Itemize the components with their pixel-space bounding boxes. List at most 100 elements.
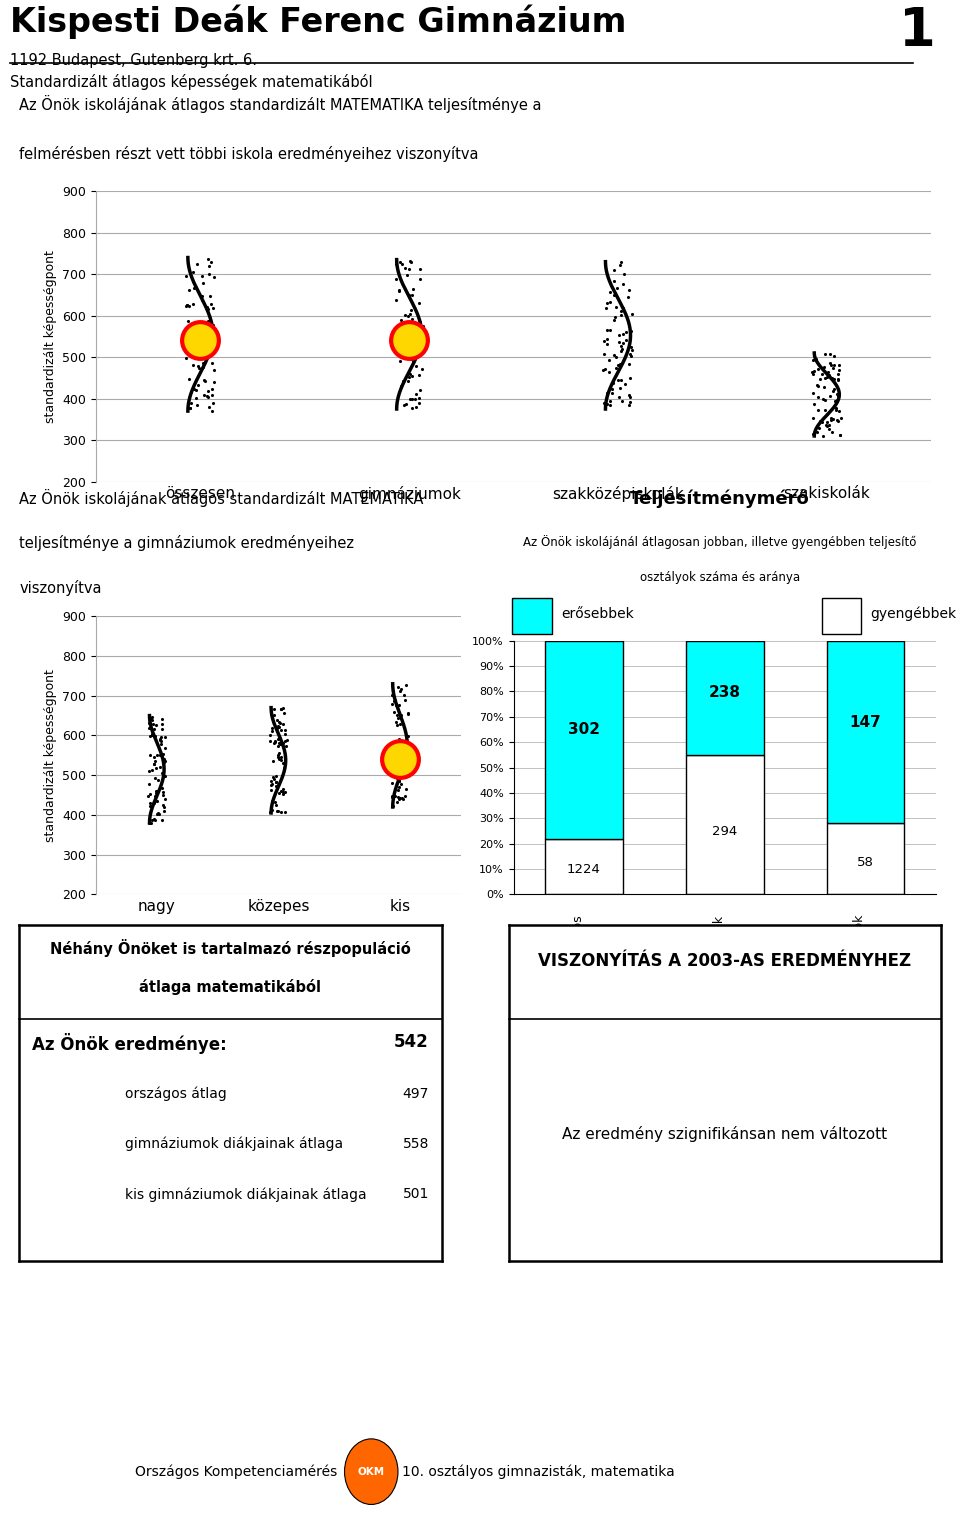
Point	[268, 769, 283, 794]
Point	[272, 740, 287, 764]
Point	[805, 349, 821, 373]
Point	[623, 344, 638, 368]
Point	[404, 387, 420, 411]
Point	[156, 749, 172, 774]
Point	[272, 731, 287, 755]
Point	[179, 292, 194, 317]
Point	[388, 709, 403, 734]
Point	[195, 350, 210, 375]
Point	[623, 365, 638, 390]
Point	[596, 342, 612, 367]
Point	[142, 783, 157, 807]
Point	[272, 709, 287, 734]
Point	[144, 810, 159, 835]
Bar	[822, 598, 861, 635]
Point	[612, 330, 627, 355]
Point	[267, 729, 282, 754]
Point	[205, 358, 221, 382]
Point	[274, 800, 289, 824]
Point	[196, 367, 211, 391]
Point	[416, 321, 431, 346]
Point	[400, 702, 416, 726]
Point	[155, 807, 170, 832]
Point	[206, 370, 222, 394]
Point	[387, 336, 402, 361]
Point	[150, 743, 165, 768]
Point	[155, 717, 170, 742]
Point	[598, 358, 613, 382]
Point	[277, 722, 293, 746]
Point	[277, 780, 293, 804]
Text: 58: 58	[857, 856, 874, 868]
Point	[805, 362, 821, 387]
Point	[204, 384, 219, 408]
Point	[399, 755, 415, 780]
Point	[206, 265, 222, 289]
Point	[393, 786, 408, 810]
Point	[827, 344, 842, 368]
Point	[273, 778, 288, 803]
Point	[817, 365, 832, 390]
Point	[401, 332, 417, 356]
Point	[596, 391, 612, 416]
Point	[622, 342, 637, 367]
Point	[265, 716, 280, 740]
Point	[620, 284, 636, 309]
Bar	[513, 598, 552, 635]
Y-axis label: standardizált képességpont: standardizált képességpont	[44, 249, 57, 424]
Point	[610, 275, 625, 300]
Ellipse shape	[345, 1439, 398, 1505]
Point	[386, 761, 401, 786]
Point	[390, 751, 405, 775]
Point	[148, 748, 163, 772]
Point	[393, 772, 408, 797]
Point	[262, 728, 277, 752]
Point	[416, 332, 431, 356]
Point	[400, 317, 416, 341]
Point	[182, 317, 198, 341]
Point	[270, 774, 285, 798]
Point	[830, 367, 846, 391]
Point	[148, 713, 163, 737]
Point	[411, 291, 426, 315]
Point	[275, 711, 290, 735]
Point	[387, 315, 402, 339]
Point	[394, 748, 409, 772]
Point	[615, 272, 631, 297]
Point	[400, 748, 416, 772]
Point	[615, 321, 631, 346]
Point	[605, 378, 620, 402]
Point	[393, 746, 408, 771]
Point	[821, 413, 836, 437]
Point	[621, 382, 636, 407]
Point	[602, 393, 617, 417]
Point	[385, 740, 400, 764]
Point	[810, 398, 826, 422]
Point	[272, 725, 287, 749]
Point	[825, 420, 840, 445]
Point	[611, 353, 626, 378]
Point	[401, 283, 417, 307]
Point	[615, 297, 631, 321]
Point	[179, 346, 194, 370]
Text: Országos Kompetenciamérés: Országos Kompetenciamérés	[135, 1465, 337, 1479]
Point	[147, 807, 162, 832]
Point	[203, 284, 218, 309]
Point	[183, 317, 199, 341]
Point	[809, 420, 825, 445]
Point	[191, 356, 206, 381]
Point	[269, 774, 284, 798]
Point	[157, 763, 173, 787]
Point	[271, 745, 286, 769]
Point	[398, 673, 414, 697]
Point	[392, 745, 407, 769]
Point	[396, 393, 411, 417]
Point	[400, 702, 416, 726]
Point	[156, 780, 171, 804]
Point	[612, 254, 627, 278]
Point	[607, 342, 622, 367]
Point	[392, 775, 407, 800]
Point	[824, 365, 839, 390]
Point	[279, 728, 295, 752]
Point	[265, 772, 280, 797]
